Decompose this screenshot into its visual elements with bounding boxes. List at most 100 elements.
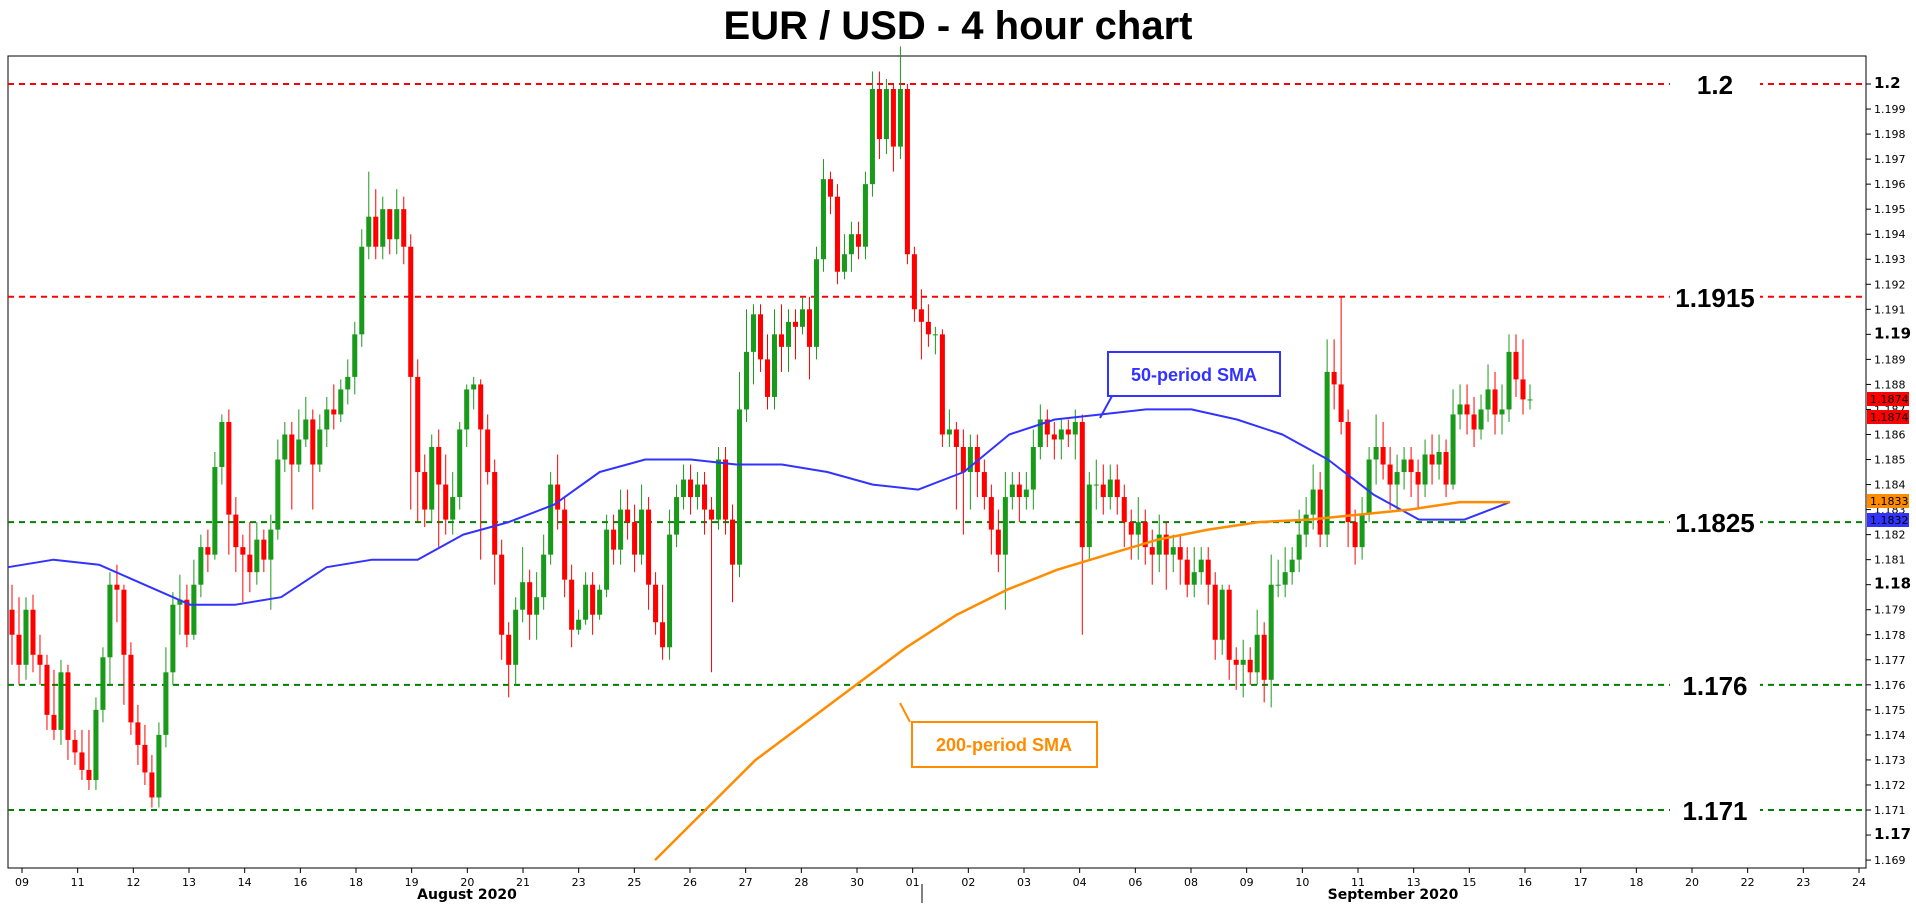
candle-body-bull [1135, 522, 1141, 535]
candle-body-bear [499, 554, 505, 635]
candle-body-bear [387, 209, 393, 240]
candle-body-bull [1289, 559, 1295, 573]
candle-body-bull [695, 484, 701, 498]
y-tick-label: 1.181 [1874, 554, 1906, 567]
candle-body-bull [1254, 634, 1260, 673]
candle-body-bear [876, 89, 882, 140]
annotation-sma200-pointer [899, 702, 911, 723]
candle-body-bull [541, 554, 547, 598]
candle-body-bull [1324, 371, 1330, 535]
y-tick-label: 1.178 [1874, 629, 1906, 642]
candle-body-bear [925, 321, 931, 335]
candle-body-bull [212, 467, 218, 555]
candle-body-bear [205, 547, 211, 555]
candle-body-bear [1016, 484, 1022, 498]
y-tick-label: 1.196 [1874, 178, 1906, 191]
last-value-tag [1867, 410, 1909, 424]
candle-body-bear [1352, 522, 1358, 548]
candle-body-bear [1205, 559, 1211, 585]
sma50-line [7, 408, 1511, 606]
candle-body-bear [16, 634, 22, 665]
x-tick-label: 30 [850, 876, 864, 889]
last-value-tag [1867, 494, 1909, 508]
candle-body-bull [785, 321, 792, 347]
x-tick-label: 09 [15, 876, 29, 889]
candle-body-bear [1079, 421, 1085, 548]
y-tick-label: 1.174 [1874, 729, 1906, 742]
candle-body-bull [1310, 489, 1316, 515]
candle-body-bear [1233, 659, 1239, 665]
candle-body-bull [597, 589, 603, 615]
candle-body-bull [548, 484, 554, 555]
candle-body-bear [1331, 371, 1337, 385]
candle-body-bear [310, 419, 316, 465]
candle-body-bear [44, 664, 50, 715]
candle-body-bull [932, 334, 938, 336]
candle-body-bear [1387, 464, 1393, 485]
y-tick-label: 1.169 [1874, 854, 1906, 867]
candle-body-bull [429, 447, 435, 510]
chart-title: EUR / USD - 4 hour chart [723, 4, 1193, 48]
candle-body-bear [142, 744, 148, 773]
x-tick-label: 13 [182, 876, 196, 889]
candle-body-bear [1247, 659, 1253, 673]
candle-body-bull [604, 529, 610, 590]
level-label-bg [1670, 70, 1760, 98]
y-tick-label: 1.199 [1874, 103, 1906, 116]
horizontal-levels: 1.2 1.1915 1.1825 1.176 1.171 [8, 70, 1866, 826]
candle-body-bear [827, 179, 833, 197]
y-tick-label: 1.173 [1874, 754, 1906, 767]
candle-body-bear [625, 509, 631, 523]
candle-body-bear [135, 722, 141, 745]
x-tick-label: 23 [572, 876, 586, 889]
level-label: 1.176 [1682, 671, 1747, 701]
candle-body-bull [1394, 472, 1400, 485]
x-tick-label: 06 [1128, 876, 1142, 889]
candle-body-bear [590, 584, 596, 615]
annotation-sma50-label: 50-period SMA [1131, 365, 1257, 385]
candle-body-bear [1492, 389, 1498, 415]
candle-body-bear [778, 334, 785, 347]
candle-body-bear [261, 539, 267, 560]
candle-body-bear [555, 484, 561, 510]
candle-body-bear [723, 459, 729, 520]
candle-body-bear [653, 584, 659, 623]
candle-body-bear [688, 479, 694, 498]
candle-body-bear [1261, 634, 1267, 680]
month-label-september: September 2020 [1328, 887, 1459, 903]
candle-body-bull [275, 459, 281, 530]
y-tick-label: 1.191 [1874, 303, 1906, 316]
candle-body-bull [1485, 389, 1491, 410]
candle-body-bear [289, 434, 295, 465]
level-label-bg [1670, 796, 1760, 824]
candle-body-bull [100, 657, 106, 710]
candle-body-bear [918, 309, 924, 322]
candle-body-bull [471, 384, 477, 390]
x-tick-label: 24 [1852, 876, 1866, 889]
candle-body-bear [1121, 497, 1127, 523]
level-label: 1.171 [1682, 796, 1747, 826]
candle-body-bear [30, 609, 36, 655]
level-label: 1.1825 [1675, 508, 1755, 538]
candle-body-bear [1212, 584, 1218, 640]
candle-body-bull [317, 429, 323, 465]
candle-body-bull [583, 584, 589, 620]
candle-body-bull [394, 209, 400, 240]
candle-body-bear [1184, 559, 1190, 585]
candle-body-bear [855, 234, 861, 247]
candle-body-bull [1506, 351, 1512, 410]
candle-body-bear [1338, 384, 1344, 422]
candle-body-bull [1030, 447, 1036, 490]
candle-body-bull [177, 599, 183, 605]
candle-body-bull [1478, 409, 1484, 430]
candle-body-bull [163, 672, 169, 735]
candle-body-bull [366, 216, 372, 247]
candle-body-bear [1471, 414, 1477, 430]
candle-body-bear [65, 672, 71, 740]
candle-body-bull [681, 479, 687, 498]
candle-body-bear [527, 582, 533, 615]
candle-body-bull [359, 246, 365, 335]
y-tick-label: 1.193 [1874, 253, 1906, 266]
candle-body-bear [702, 484, 708, 510]
annotation-sma200: 200-period SMA [899, 702, 1098, 768]
